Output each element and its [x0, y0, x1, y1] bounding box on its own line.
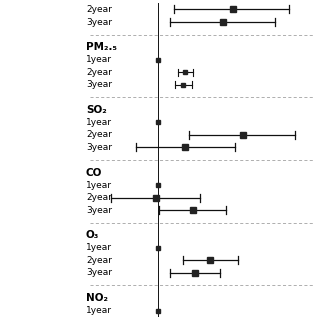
Text: 2year: 2year	[86, 256, 112, 265]
Text: 3year: 3year	[86, 143, 112, 152]
Text: 3year: 3year	[86, 80, 112, 89]
Text: O₃: O₃	[86, 230, 99, 240]
Text: 3year: 3year	[86, 268, 112, 277]
Text: 2year: 2year	[86, 193, 112, 202]
Text: 2year: 2year	[86, 131, 112, 140]
Text: 1year: 1year	[86, 55, 112, 64]
Text: SO₂: SO₂	[86, 105, 107, 115]
Text: 3year: 3year	[86, 206, 112, 215]
Text: CO: CO	[86, 168, 102, 178]
Text: NO₂: NO₂	[86, 293, 108, 303]
Text: 2year: 2year	[86, 68, 112, 77]
Text: PM₂.₅: PM₂.₅	[86, 42, 117, 52]
Text: 1year: 1year	[86, 306, 112, 315]
Text: 1year: 1year	[86, 243, 112, 252]
Text: 1year: 1year	[86, 180, 112, 189]
Text: 1year: 1year	[86, 118, 112, 127]
Text: 2year: 2year	[86, 5, 112, 14]
Text: 3year: 3year	[86, 18, 112, 27]
